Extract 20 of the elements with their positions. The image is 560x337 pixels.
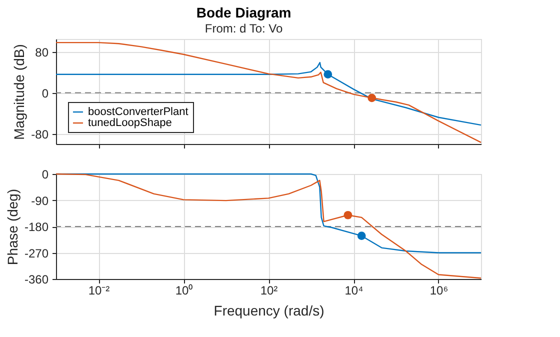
y-tick-label: -180: [24, 220, 49, 234]
y-axis-title: Phase (deg): [4, 188, 20, 266]
y-tick-label: 80: [35, 45, 49, 60]
x-axis-title: Frequency (rad/s): [214, 302, 324, 318]
x-tick-label: 10²: [260, 284, 278, 298]
chart-title: Bode Diagram: [196, 4, 292, 20]
y-tick-label: -360: [24, 272, 49, 286]
legend-label: boostConverterPlant: [88, 106, 188, 118]
y-tick-label: -270: [24, 246, 49, 260]
y-axis-title: Magnitude (dB): [11, 44, 28, 140]
y-tick-label: -90: [31, 194, 49, 208]
legend-label: tunedLoopShape: [88, 117, 172, 129]
x-tick-label: 10⁰: [175, 284, 193, 298]
x-tick-label: 10⁻²: [88, 284, 110, 298]
chart-subtitle: From: d To: Vo: [204, 22, 284, 36]
y-tick-label: 0: [42, 86, 49, 100]
y-tick-label: 0: [42, 168, 49, 182]
x-tick-label: 10⁴: [344, 284, 364, 298]
y-tick-label: -80: [31, 127, 49, 142]
x-tick-label: 10⁶: [430, 284, 448, 298]
